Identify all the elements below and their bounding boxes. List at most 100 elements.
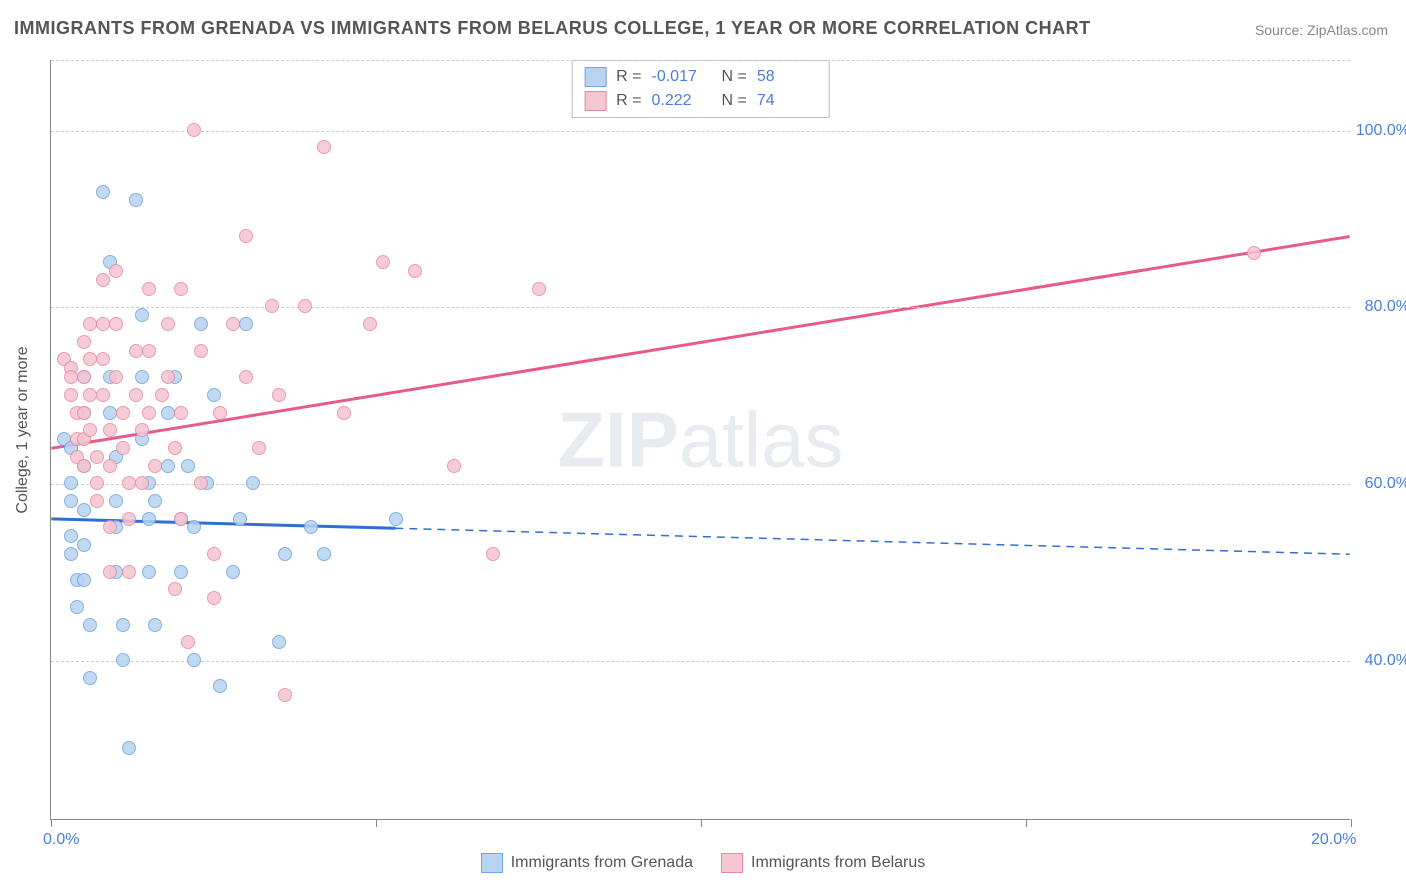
scatter-point [109,264,123,278]
scatter-point [194,476,208,490]
chart-title: IMMIGRANTS FROM GRENADA VS IMMIGRANTS FR… [14,18,1091,39]
grid-line [51,131,1350,132]
grid-line [51,60,1350,61]
scatter-point [103,459,117,473]
legend-correlation-box: R = -0.017 N = 58 R = 0.222 N = 74 [571,60,830,118]
legend-r-label: R = [616,68,641,86]
scatter-point [148,459,162,473]
x-tick [701,819,702,827]
scatter-point [317,140,331,154]
scatter-point [64,494,78,508]
scatter-point [109,494,123,508]
scatter-point [181,635,195,649]
scatter-point [142,282,156,296]
scatter-point [96,352,110,366]
scatter-point [168,441,182,455]
scatter-point [96,317,110,331]
scatter-point [174,512,188,526]
scatter-point [129,344,143,358]
scatter-point [304,520,318,534]
scatter-point [109,370,123,384]
legend-n-label: N = [722,68,747,86]
scatter-point [272,635,286,649]
scatter-point [207,547,221,561]
legend-swatch [481,853,503,873]
scatter-point [532,282,546,296]
scatter-point [233,512,247,526]
scatter-point [278,688,292,702]
scatter-point [376,255,390,269]
chart-plot-area: ZIPatlas R =-0.017N =58R =0.222N =74 40.… [50,60,1350,820]
scatter-point [77,538,91,552]
scatter-point [64,547,78,561]
scatter-point [265,299,279,313]
scatter-point [83,423,97,437]
trend-line-dashed [395,528,1349,554]
legend-correlation-row: R = 0.222 N = 74 [584,89,817,113]
scatter-point [116,618,130,632]
scatter-point [64,370,78,384]
y-tick-label: 60.0% [1365,475,1406,493]
scatter-point [77,573,91,587]
scatter-point [252,441,266,455]
legend-r-value: 0.222 [652,92,712,110]
scatter-point [161,406,175,420]
scatter-point [226,317,240,331]
scatter-point [246,476,260,490]
scatter-point [447,459,461,473]
scatter-point [83,618,97,632]
grid-line [51,307,1350,308]
scatter-point [239,229,253,243]
scatter-point [122,512,136,526]
scatter-point [207,388,221,402]
scatter-point [96,273,110,287]
scatter-point [83,317,97,331]
scatter-point [103,406,117,420]
scatter-point [83,671,97,685]
x-tick-label: 0.0% [43,831,79,849]
scatter-point [129,388,143,402]
legend-series-label: Immigrants from Grenada [511,854,693,872]
scatter-point [90,476,104,490]
scatter-point [213,679,227,693]
scatter-point [161,370,175,384]
scatter-point [90,450,104,464]
legend-swatch [584,67,606,87]
scatter-point [70,600,84,614]
scatter-point [174,565,188,579]
scatter-point [317,547,331,561]
legend-series: Immigrants from GrenadaImmigrants from B… [0,853,1406,878]
scatter-point [135,370,149,384]
legend-r-label: R = [616,92,641,110]
scatter-point [83,352,97,366]
scatter-point [96,185,110,199]
scatter-point [161,317,175,331]
y-tick-label: 80.0% [1365,298,1406,316]
scatter-point [194,344,208,358]
scatter-point [116,441,130,455]
scatter-point [135,476,149,490]
legend-swatch [721,853,743,873]
scatter-point [272,388,286,402]
x-tick [1351,819,1352,827]
scatter-point [77,370,91,384]
scatter-point [77,406,91,420]
trend-line [51,237,1349,449]
legend-r-value: -0.017 [652,68,712,86]
scatter-point [64,529,78,543]
scatter-point [187,653,201,667]
scatter-point [174,282,188,296]
scatter-point [298,299,312,313]
scatter-point [239,370,253,384]
scatter-point [83,388,97,402]
scatter-point [142,344,156,358]
scatter-point [181,459,195,473]
legend-n-value: 74 [757,92,817,110]
legend-n-value: 58 [757,68,817,86]
legend-n-label: N = [722,92,747,110]
scatter-point [129,193,143,207]
scatter-point [148,618,162,632]
scatter-point [116,653,130,667]
scatter-point [1247,246,1261,260]
legend-correlation-row: R = -0.017 N = 58 [584,65,817,89]
